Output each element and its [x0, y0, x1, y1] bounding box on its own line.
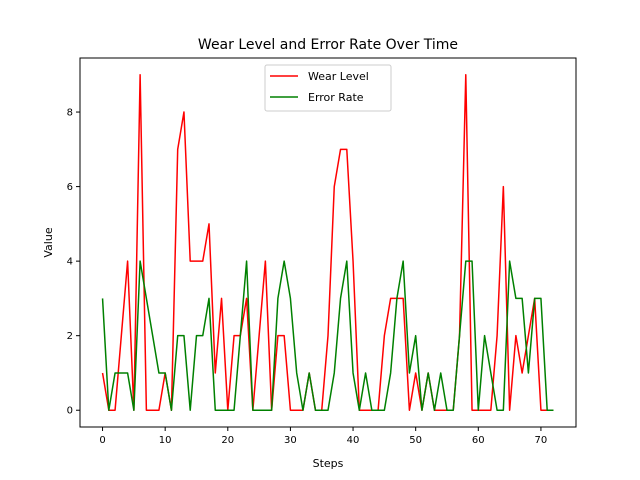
x-axis-label: Steps — [313, 457, 344, 470]
x-tick-label: 60 — [472, 435, 485, 446]
y-axis-label: Value — [42, 227, 55, 257]
series-line-2 — [101, 260, 554, 411]
x-tick-label: 30 — [284, 435, 297, 446]
chart-title: Wear Level and Error Rate Over Time — [198, 37, 458, 53]
x-axis: 0 10 20 30 40 50 60 70 — [99, 427, 547, 446]
legend: Wear Level Error Rate — [264, 64, 392, 112]
x-tick-label: 40 — [347, 435, 360, 446]
plot-area-frame — [79, 57, 577, 428]
y-tick-label: 4 — [67, 257, 73, 268]
x-tick-label: 70 — [535, 435, 548, 446]
y-tick-label: 6 — [67, 182, 73, 193]
y-axis: 0 2 4 6 8 — [67, 108, 80, 417]
series-layer — [101, 74, 554, 411]
x-tick-label: 50 — [409, 435, 422, 446]
legend-label-1: Wear Level — [308, 70, 369, 83]
x-tick-label: 0 — [99, 435, 105, 446]
y-tick-label: 8 — [67, 108, 73, 119]
y-tick-label: 0 — [67, 406, 73, 417]
y-tick-label: 2 — [67, 331, 73, 342]
legend-label-2: Error Rate — [308, 91, 364, 104]
x-tick-label: 20 — [221, 435, 234, 446]
x-tick-label: 10 — [159, 435, 172, 446]
